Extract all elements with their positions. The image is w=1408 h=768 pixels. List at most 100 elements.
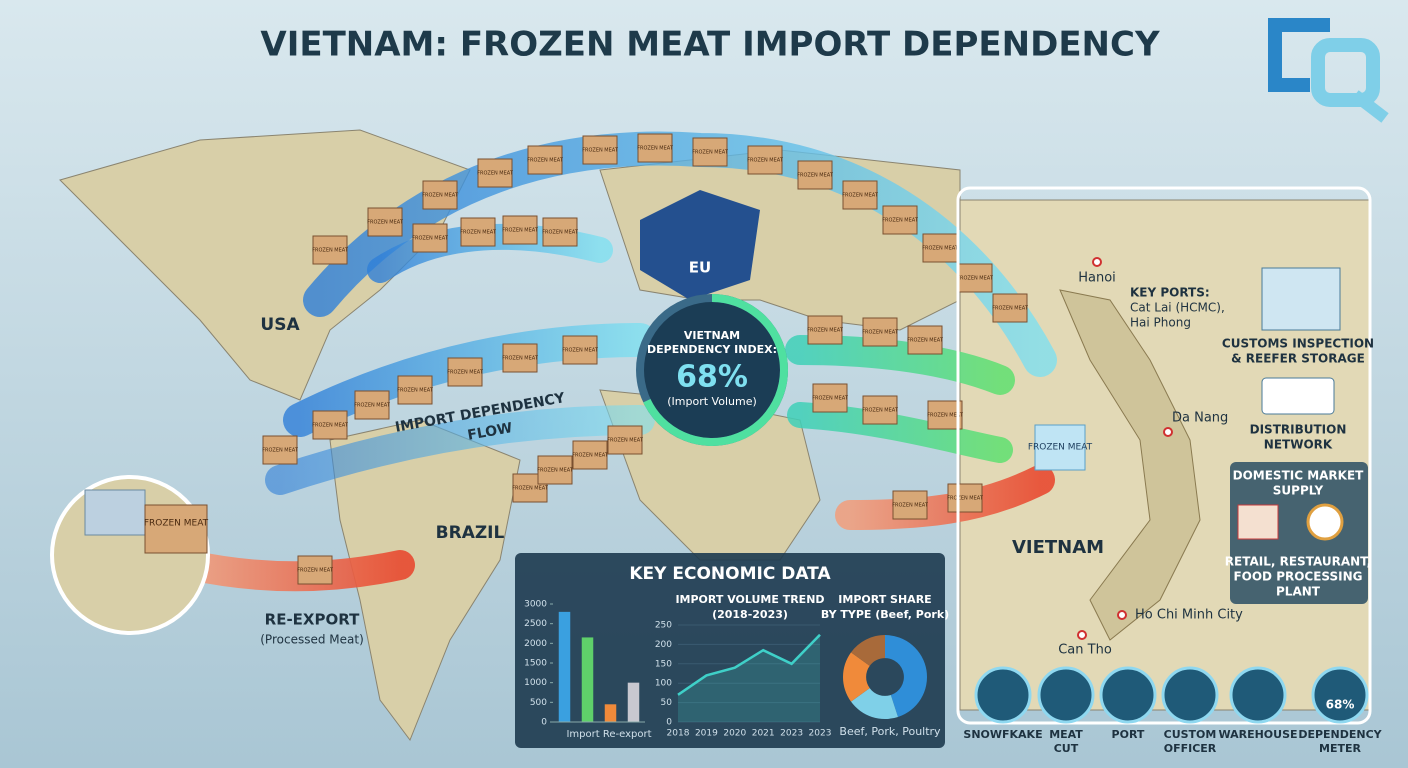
region-label: VIETNAM [1012, 537, 1104, 558]
meter-value: 68% [1326, 698, 1355, 712]
meat-box [582, 135, 618, 165]
meat-box [422, 180, 458, 210]
y-tick-label: 100 [655, 679, 672, 689]
x-tick-label: 2020 [723, 729, 746, 739]
donut-slice [843, 652, 870, 702]
icon-label: SNOWFKAKE [963, 728, 1042, 741]
side-label: & REEFER STORAGE [1231, 352, 1365, 366]
side-label: PLANT [1276, 585, 1321, 599]
y-tick-label: 3000 [524, 600, 547, 610]
region-label: USA [260, 315, 300, 335]
box-label: FROZEN MEAT [992, 306, 1029, 312]
chart-caption: Beef, Pork, Poultry [839, 725, 941, 738]
box-label: FROZEN MEAT [460, 230, 497, 236]
box-label: FROZEN MEAT [537, 468, 574, 474]
donut-slice [885, 635, 927, 717]
box-label: FROZEN MEAT [572, 453, 609, 459]
icon [1161, 666, 1219, 724]
box-label: FROZEN MEAT [747, 158, 784, 164]
ports-line: Cat Lai (HCMC), [1130, 301, 1225, 315]
y-tick-label: 0 [541, 718, 547, 728]
chart-title: IMPORT VOLUME TREND [675, 593, 824, 606]
ports-label: KEY PORTS: [1130, 286, 1210, 300]
icon-label: PORT [1112, 728, 1145, 741]
box-label: FROZEN MEAT [1028, 443, 1093, 453]
economic-panel [515, 553, 945, 748]
line [677, 633, 821, 696]
box-label: FROZEN MEAT [144, 519, 209, 529]
box-label: FROZEN MEAT [262, 448, 299, 454]
panel-title: KEY ECONOMIC DATA [629, 564, 831, 584]
bar [604, 704, 617, 722]
x-tick-label: 2018 [667, 729, 690, 739]
meat-box [992, 293, 1028, 323]
box-label: FROZEN MEAT [907, 338, 944, 344]
icon [1229, 666, 1287, 724]
icon-label: OFFICER [1164, 742, 1217, 755]
side-panel [1230, 267, 1368, 604]
eu-region [640, 190, 760, 300]
y-tick-label: 2500 [524, 619, 547, 629]
y-tick-label: 500 [530, 698, 547, 708]
box-label: FROZEN MEAT [447, 370, 484, 376]
side-label: CUSTOMS INSPECTION [1222, 337, 1374, 351]
meat-box [692, 137, 728, 167]
box-label: FROZEN MEAT [637, 146, 674, 152]
meat-box [892, 490, 928, 520]
meat-box [947, 483, 983, 513]
box-label: FROZEN MEAT [542, 230, 579, 236]
side-label: NETWORK [1264, 438, 1333, 452]
box-label: FROZEN MEAT [582, 148, 619, 154]
side-label: SUPPLY [1273, 484, 1324, 498]
box-label: FROZEN MEAT [397, 388, 434, 394]
box-label: FROZEN MEAT [812, 396, 849, 402]
meat-box [862, 395, 898, 425]
x-tick-label: 2023 [809, 729, 832, 739]
chart-title: BY TYPE (Beef, Pork) [821, 608, 949, 621]
side-label: FOOD PROCESSING [1233, 570, 1362, 584]
index-note: (Import Volume) [667, 395, 757, 408]
city-label: Can Tho [1058, 643, 1112, 658]
box-label: FROZEN MEAT [882, 218, 919, 224]
meat-box [807, 315, 843, 345]
title: VIETNAM: FROZEN MEAT IMPORT DEPENDENCY [260, 25, 1160, 65]
box-label: FROZEN MEAT [892, 503, 929, 509]
meat-box [354, 390, 390, 420]
meat-box [412, 223, 448, 253]
side-texts: CUSTOMS INSPECTION& REEFER STORAGE DISTRI… [1222, 337, 1374, 599]
meat-box [460, 217, 496, 247]
meat-box [882, 205, 918, 235]
y-tick-label: 1500 [524, 659, 547, 669]
box-label: FROZEN MEAT [797, 173, 834, 179]
meat-box [797, 160, 833, 190]
vietnam-panel [956, 186, 1372, 725]
meat-box [502, 343, 538, 373]
city-dot [1092, 257, 1102, 267]
box-label: FROZEN MEAT [354, 403, 391, 409]
box-label: FROZEN MEAT [477, 171, 514, 177]
meat-box [297, 555, 333, 585]
re-export-note: (Processed Meat) [260, 633, 364, 647]
meat-box [397, 375, 433, 405]
box-label: FROZEN MEAT [862, 330, 899, 336]
re-export-inset: FROZEN MEAT [50, 475, 210, 635]
side-label: DISTRIBUTION [1250, 423, 1347, 437]
city-dot [1117, 610, 1127, 620]
meat-box [562, 335, 598, 365]
box-label: FROZEN MEAT [367, 220, 404, 226]
cities: Hanoi Da Nang Ho Chi Minh City Can Tho [1058, 257, 1243, 658]
box-label: FROZEN MEAT [502, 228, 539, 234]
meat-box [312, 410, 348, 440]
box-label: FROZEN MEAT [312, 423, 349, 429]
meat-box [907, 325, 943, 355]
city-dot [1163, 427, 1173, 437]
city-label: Da Nang [1172, 411, 1228, 426]
donut-slice [851, 688, 898, 719]
icon [974, 666, 1032, 724]
bar [558, 611, 571, 722]
side-label: DOMESTIC MARKET [1233, 469, 1365, 483]
icon-label: MEAT [1049, 728, 1083, 741]
y-tick-label: 2000 [524, 639, 547, 649]
